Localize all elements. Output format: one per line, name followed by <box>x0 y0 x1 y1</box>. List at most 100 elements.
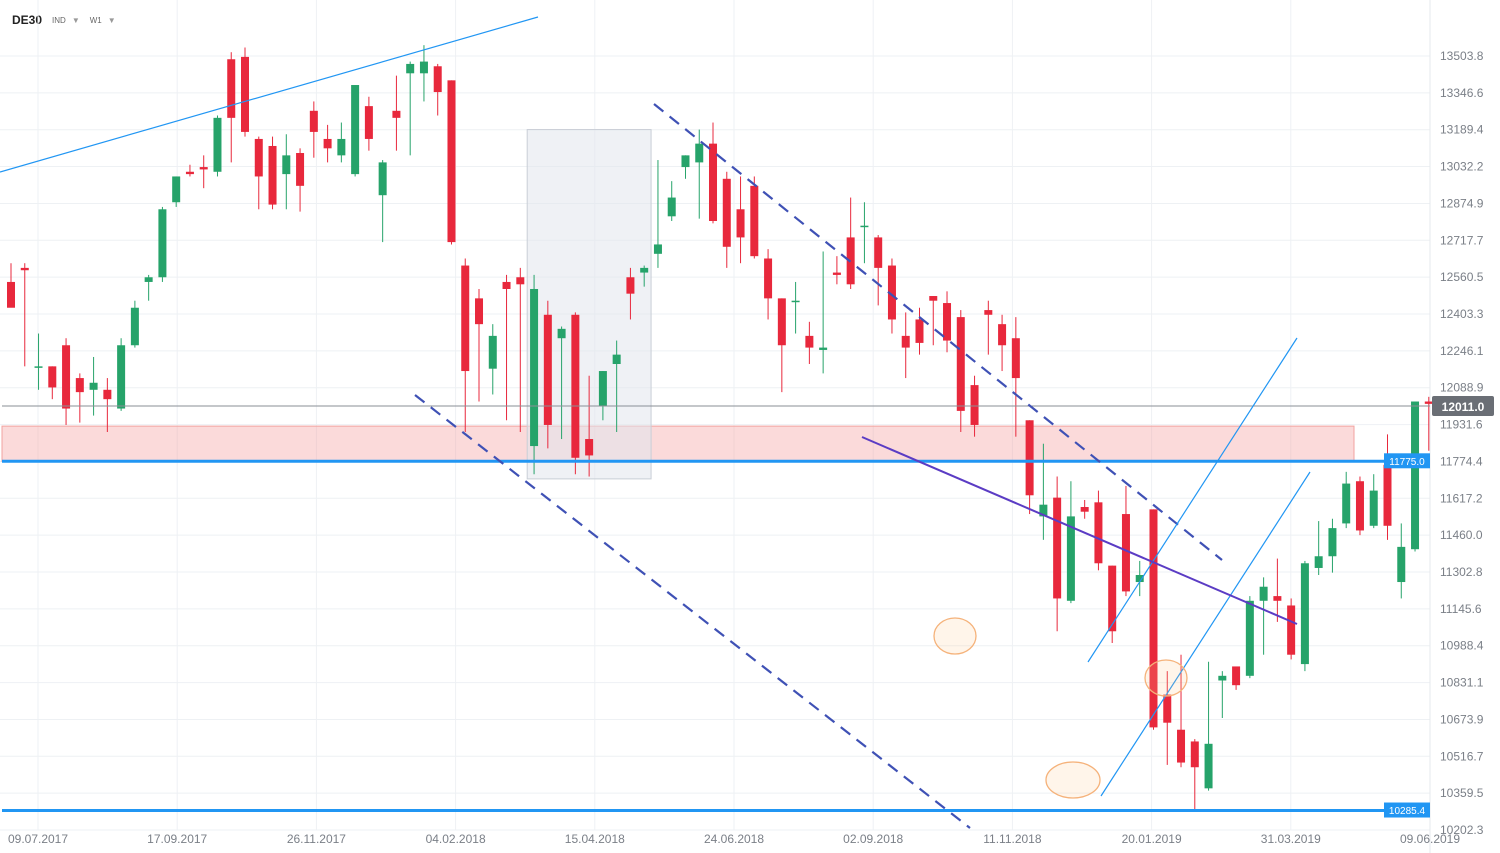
candle-body <box>598 371 607 407</box>
candle-body <box>158 209 167 278</box>
interval-label[interactable]: W1 <box>89 15 102 25</box>
y-tick-label: 12874.9 <box>1440 196 1484 210</box>
circled-low-marker <box>1045 761 1101 799</box>
x-tick-label: 09.06.2019 <box>1400 832 1460 846</box>
y-tick-label: 13346.6 <box>1440 86 1484 100</box>
candle-body <box>585 439 594 456</box>
candle-body <box>406 63 415 74</box>
symbol-label[interactable]: DE30 <box>12 13 43 27</box>
candle-body <box>1383 464 1392 526</box>
candle-body <box>1411 401 1420 550</box>
candle-body <box>653 244 662 254</box>
x-tick-label: 11.11.2018 <box>983 832 1042 846</box>
candle-body <box>1424 401 1433 404</box>
candle-body <box>1066 516 1075 601</box>
candle-body <box>172 176 181 203</box>
y-tick-label: 13032.2 <box>1440 160 1484 174</box>
candle-body <box>860 225 869 228</box>
candle-body <box>736 209 745 238</box>
y-tick-label: 10831.1 <box>1440 676 1484 690</box>
market-label[interactable]: IND <box>52 15 66 25</box>
candle-body <box>640 267 649 273</box>
y-tick-label: 12246.1 <box>1440 344 1484 358</box>
candle-body <box>970 385 979 425</box>
candle-body <box>791 300 800 303</box>
candle-body <box>475 298 484 325</box>
candle-body <box>199 167 208 170</box>
candle-body <box>351 85 360 175</box>
ascending-channel-upper <box>1087 337 1298 663</box>
candle-body <box>571 314 580 458</box>
y-tick-label: 12403.3 <box>1440 307 1484 321</box>
candle-body <box>887 265 896 320</box>
interval-dropdown-icon[interactable]: ▼ <box>107 15 116 25</box>
x-tick-label: 17.09.2017 <box>147 832 207 846</box>
x-tick-label: 09.07.2017 <box>8 832 68 846</box>
y-axis: 13503.8 13346.6 13189.4 13032.2 12874.9 12717… <box>1384 49 1494 837</box>
candle-body <box>832 272 841 275</box>
candle-body <box>309 110 318 132</box>
candle-body <box>956 317 965 411</box>
candle-body <box>488 335 497 369</box>
candle-body <box>1135 575 1144 583</box>
candle-body <box>323 138 332 149</box>
candle-body <box>254 138 263 177</box>
candle-body <box>419 61 428 74</box>
y-tick-label: 11774.4 <box>1440 454 1483 468</box>
candle-body <box>241 56 250 132</box>
current-price-tag <box>1432 395 1494 416</box>
candle-body <box>392 110 401 118</box>
candle-body <box>296 153 305 186</box>
x-tick-label: 24.06.2018 <box>704 832 764 846</box>
candle-body <box>502 281 511 289</box>
candle-body <box>34 366 43 368</box>
candle-body <box>530 288 539 447</box>
candle-body <box>557 328 566 339</box>
chart-header: DE30 IND ▼ W1 ▼ <box>12 12 116 28</box>
descending-channel-lower <box>414 394 971 829</box>
candle-body <box>819 347 828 350</box>
candle-body <box>805 335 814 348</box>
y-tick-label: 12088.9 <box>1440 381 1484 395</box>
y-tick-label: 13189.4 <box>1440 123 1484 137</box>
candle-body <box>1163 694 1172 723</box>
candles-layer <box>7 45 1433 812</box>
candle-body <box>901 335 910 348</box>
x-tick-label: 31.03.2019 <box>1261 832 1321 846</box>
candle-body <box>722 178 731 247</box>
y-tick-label: 12717.7 <box>1440 233 1484 247</box>
y-tick-label: 11460.0 <box>1440 528 1483 542</box>
candle-body <box>48 366 57 388</box>
candle-body <box>1080 507 1089 512</box>
candle-body <box>1355 481 1364 531</box>
candle-body <box>984 310 993 315</box>
candle-body <box>1053 497 1062 599</box>
y-tick-label: 10202.3 <box>1440 823 1484 837</box>
candle-body <box>185 171 194 175</box>
candle-body <box>144 277 153 282</box>
candle-body <box>1108 565 1117 632</box>
x-tick-label: 02.09.2018 <box>843 832 903 846</box>
candle-body <box>1177 729 1186 763</box>
candle-body <box>1025 420 1034 496</box>
y-tick-label: 10673.9 <box>1440 712 1484 726</box>
y-tick-label: 11617.2 <box>1440 491 1483 505</box>
candle-body <box>612 354 621 365</box>
candle-body <box>1039 504 1048 517</box>
candle-body <box>1328 528 1337 557</box>
candle-body <box>337 138 346 156</box>
support-zone <box>1 425 1355 462</box>
x-tick-label: 20.01.2019 <box>1122 832 1182 846</box>
candle-body <box>1369 490 1378 526</box>
candle-body <box>364 106 373 139</box>
candle-body <box>89 382 98 390</box>
candle-body <box>543 314 552 425</box>
candle-body <box>681 155 690 168</box>
market-dropdown-icon[interactable]: ▼ <box>71 15 80 25</box>
candle-body <box>1245 600 1254 676</box>
candle-body <box>268 145 277 205</box>
y-tick-label: 11145.6 <box>1440 602 1482 616</box>
y-tick-label: 13503.8 <box>1440 49 1484 63</box>
x-tick-label: 26.11.2017 <box>287 832 346 846</box>
